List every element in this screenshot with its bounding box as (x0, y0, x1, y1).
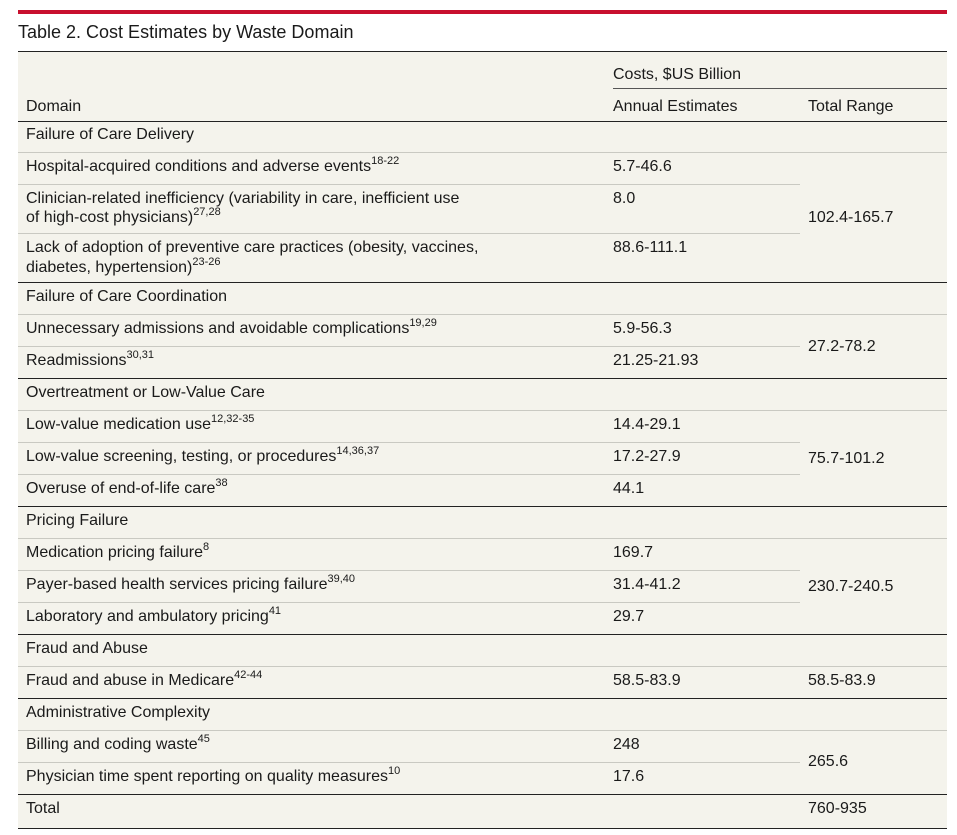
row-divider (18, 570, 800, 571)
table-row-label: Laboratory and ambulatory pricing41 (26, 604, 282, 625)
table-row-label: Hospital-acquired conditions and adverse… (26, 154, 400, 175)
reference-superscript: 23-26 (192, 255, 221, 268)
table-row-label-cont: of high-cost physicians)27,28 (26, 205, 221, 226)
annual-estimate: 5.7-46.6 (613, 158, 672, 175)
annual-estimate: 31.4-41.2 (613, 576, 681, 593)
table-row-label: Payer-based health services pricing fail… (26, 572, 356, 593)
row-divider (18, 410, 947, 411)
reference-superscript: 30,31 (126, 348, 155, 361)
row-divider (18, 666, 947, 667)
table-row-label: Medication pricing failure8 (26, 540, 210, 561)
row-divider (18, 442, 800, 443)
table-title: Table 2. Cost Estimates by Waste Domain (18, 22, 354, 42)
header-total-range: Total Range (808, 98, 894, 115)
total-range-value: 102.4-165.7 (808, 209, 894, 226)
row-divider (18, 602, 800, 603)
header-annual-estimates: Annual Estimates (613, 98, 738, 115)
section-title: Failure of Care Delivery (26, 126, 195, 143)
reference-superscript: 8 (202, 540, 210, 553)
reference-superscript: 10 (387, 764, 401, 777)
table-row-label: Overuse of end-of-life care38 (26, 476, 228, 497)
table-row-label: Low-value screening, testing, or procedu… (26, 444, 380, 465)
annual-estimate: 17.6 (613, 768, 645, 785)
reference-superscript: 27,28 (193, 205, 221, 218)
section-rule (18, 378, 947, 379)
annual-estimate: 88.6-111.1 (613, 239, 688, 256)
table-row-label: Billing and coding waste45 (26, 732, 210, 753)
reference-superscript: 42-44 (234, 668, 263, 681)
cost-table: Costs, $US Billion Domain Annual Estimat… (18, 51, 947, 829)
table-row-label: Clinician-related inefficiency (variabil… (26, 190, 460, 207)
table-row-label: Lack of adoption of preventive care prac… (26, 239, 479, 256)
table-row-label: Low-value medication use12,32-35 (26, 412, 255, 433)
header-costs-group: Costs, $US Billion (613, 66, 742, 83)
total-range-value: 27.2-78.2 (808, 338, 876, 355)
header-rule (18, 121, 947, 122)
reference-superscript: 38 (215, 476, 228, 489)
reference-superscript: 39,40 (327, 572, 356, 585)
row-divider (18, 233, 800, 234)
row-divider (18, 152, 947, 153)
header-costs-rule (613, 88, 947, 89)
total-range-value: 265.6 (808, 753, 849, 770)
annual-estimate: 29.7 (613, 608, 645, 625)
table-row-label: Physician time spent reporting on qualit… (26, 764, 401, 785)
section-rule (18, 634, 947, 635)
section-title: Pricing Failure (26, 512, 129, 529)
row-divider (18, 314, 947, 315)
section-title: Failure of Care Coordination (26, 288, 227, 305)
total-range-overall: 760-935 (808, 800, 867, 817)
row-divider (18, 762, 800, 763)
annual-estimate: 169.7 (613, 544, 654, 561)
total-range-value: 230.7-240.5 (808, 578, 894, 595)
table-row-label-cont: diabetes, hypertension)23-26 (26, 255, 221, 276)
section-rule (18, 282, 947, 283)
reference-superscript: 45 (197, 732, 210, 745)
reference-superscript: 12,32-35 (211, 412, 255, 425)
total-range-value: 75.7-101.2 (808, 450, 885, 467)
annual-estimate: 8.0 (613, 190, 636, 207)
accent-bar (18, 10, 947, 14)
row-divider (18, 730, 947, 731)
section-title: Overtreatment or Low-Value Care (26, 384, 265, 401)
table-row-label: Readmissions30,31 (26, 348, 155, 369)
annual-estimate: 14.4-29.1 (613, 416, 681, 433)
row-divider (18, 474, 800, 475)
section-rule (18, 698, 947, 699)
row-divider (18, 538, 947, 539)
annual-estimate: 5.9-56.3 (613, 320, 672, 337)
annual-estimate: 44.1 (613, 480, 645, 497)
annual-estimate: 21.25-21.93 (613, 352, 699, 369)
reference-superscript: 18-22 (371, 154, 400, 167)
section-title: Administrative Complexity (26, 704, 211, 721)
reference-superscript: 41 (268, 604, 282, 617)
header-domain: Domain (26, 98, 82, 115)
annual-estimate: 58.5-83.9 (613, 672, 681, 689)
total-range-value: 58.5-83.9 (808, 672, 876, 689)
section-rule (18, 506, 947, 507)
row-divider (18, 346, 800, 347)
section-rule (18, 794, 947, 795)
table-row-label: Unnecessary admissions and avoidable com… (26, 316, 437, 337)
row-divider (18, 184, 800, 185)
section-title: Fraud and Abuse (26, 640, 148, 657)
total-label: Total (26, 800, 60, 817)
annual-estimate: 17.2-27.9 (613, 448, 681, 465)
table-row-label: Fraud and abuse in Medicare42-44 (26, 668, 263, 689)
annual-estimate: 248 (613, 736, 640, 753)
reference-superscript: 14,36,37 (336, 444, 380, 457)
reference-superscript: 19,29 (409, 316, 437, 329)
